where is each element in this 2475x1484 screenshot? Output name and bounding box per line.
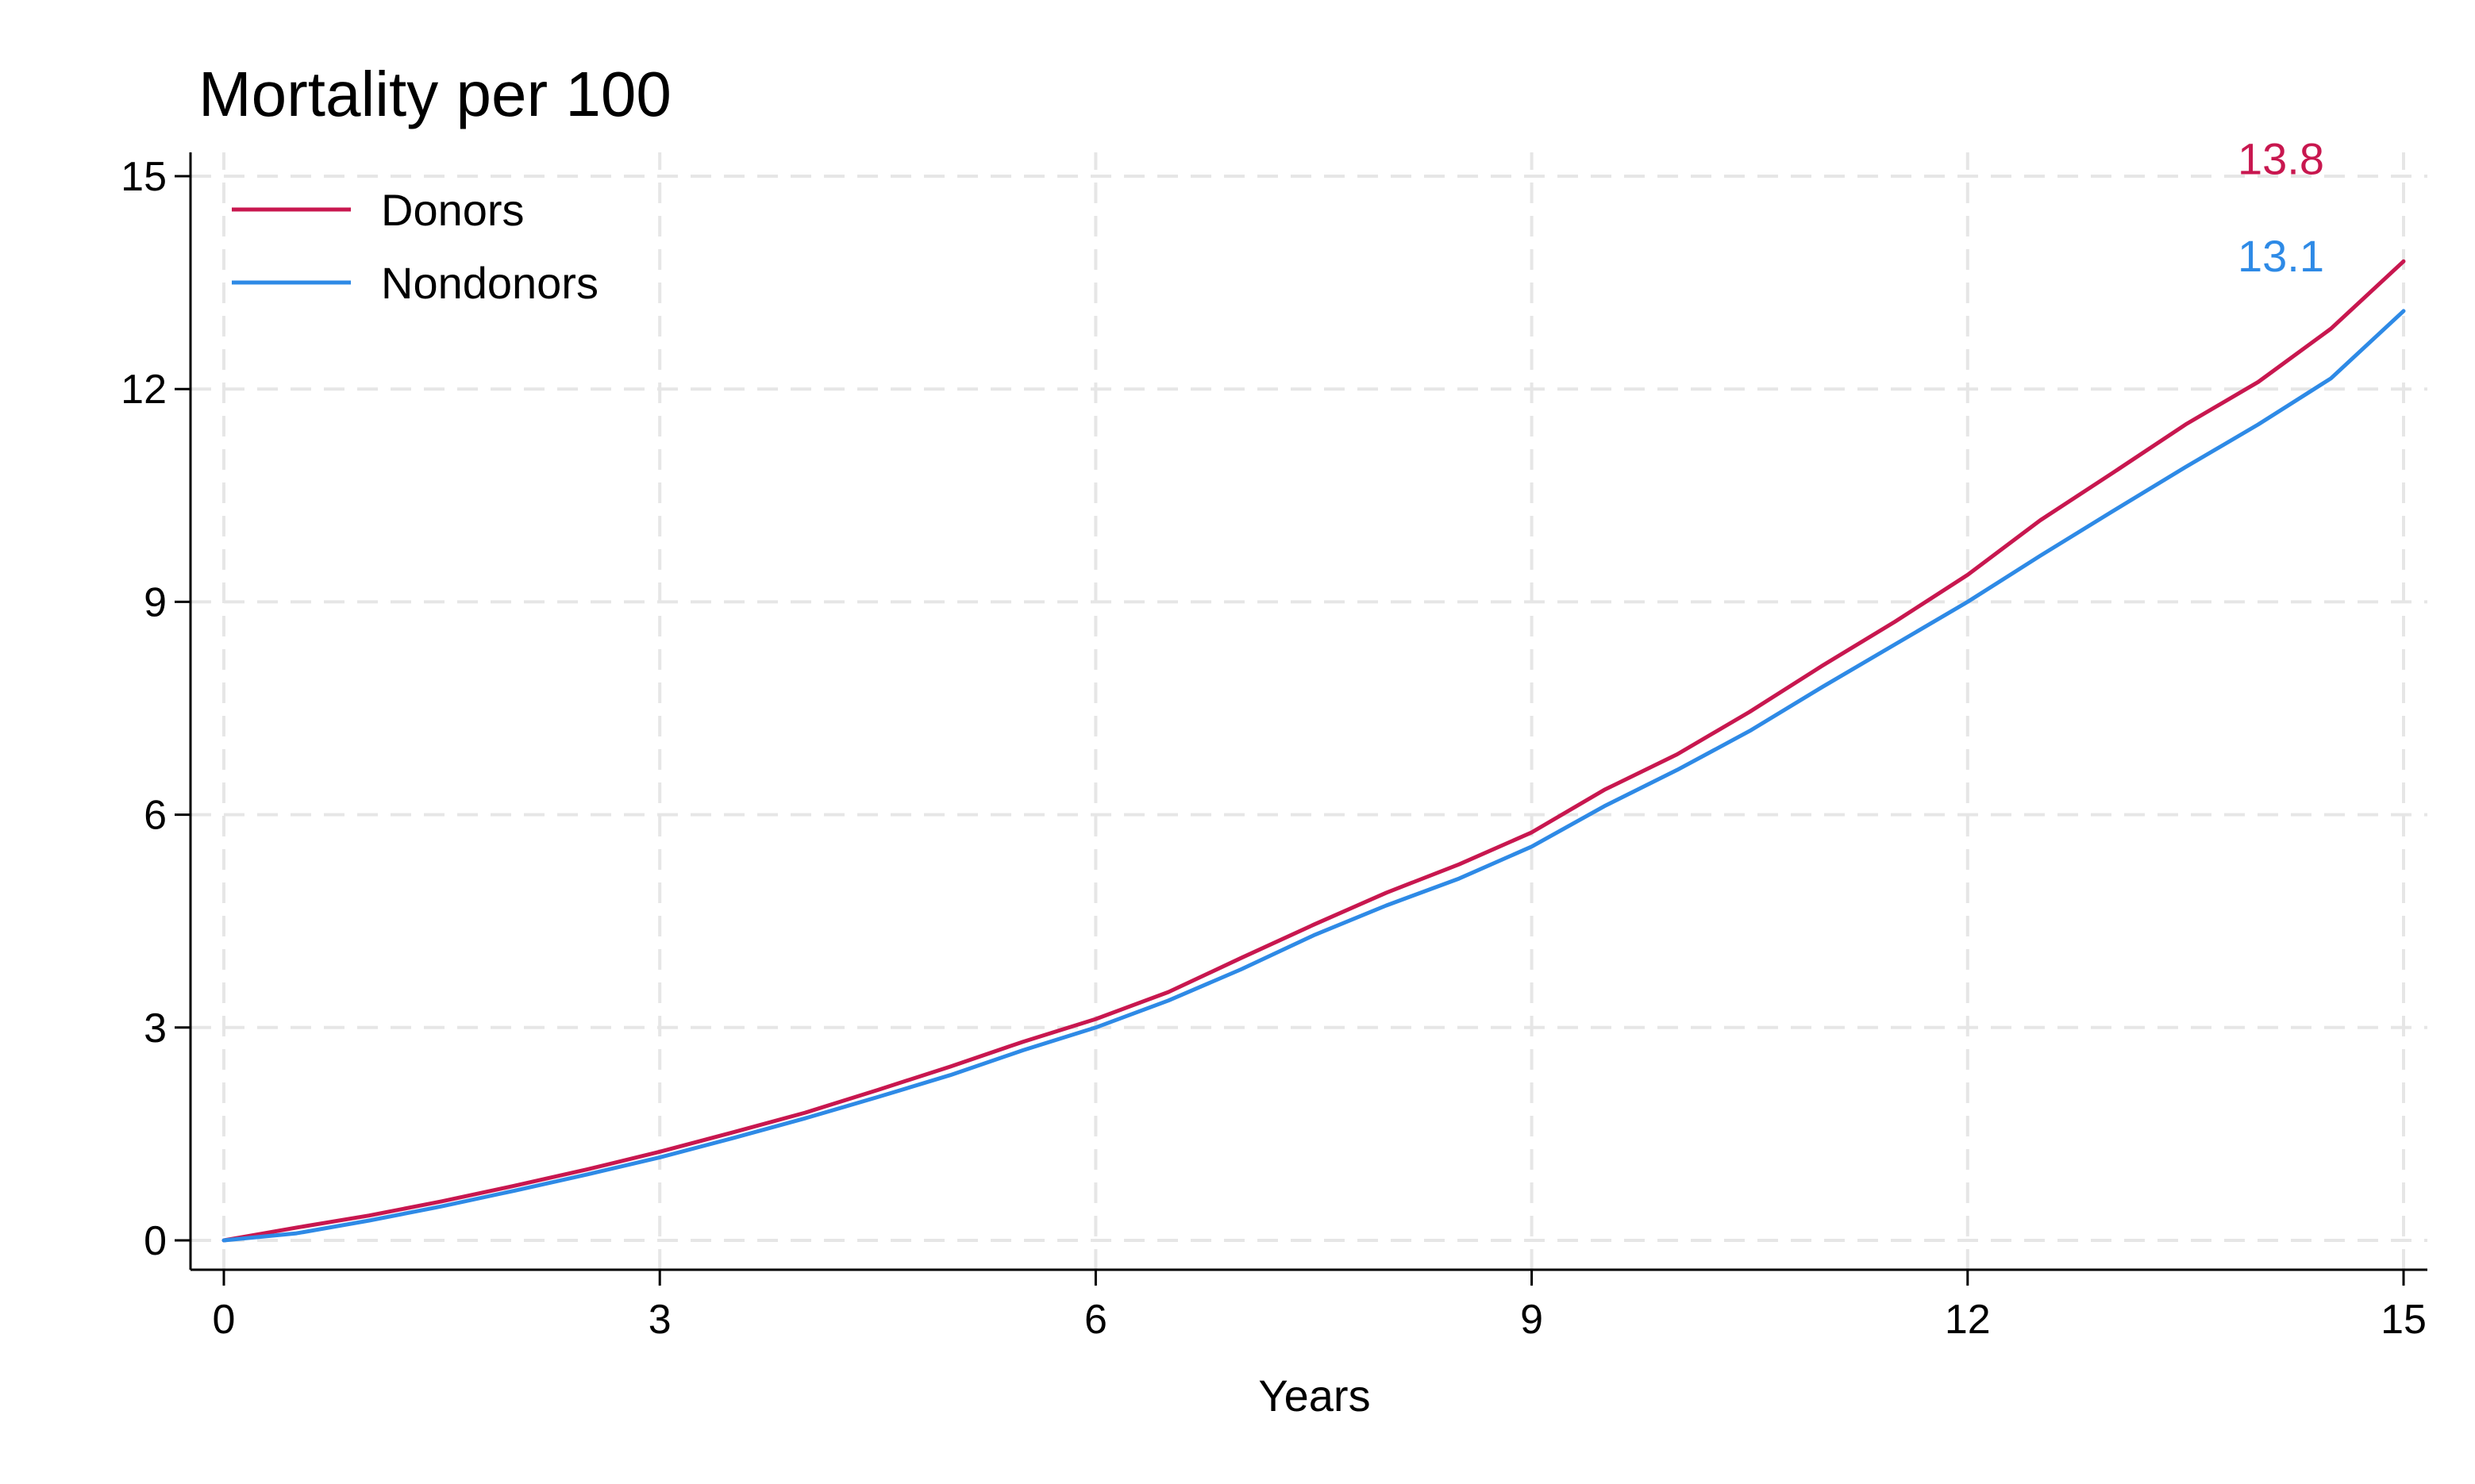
end-labels-layer: 13.8 13.1 (2238, 133, 2324, 281)
end-value-label: 13.8 (2238, 133, 2324, 183)
x-tick-label: 3 (649, 1297, 672, 1343)
legend-label: Nondonors (381, 258, 599, 308)
y-tick-label: 12 (121, 367, 167, 413)
y-tick-label: 6 (144, 793, 167, 839)
series-layer (221, 259, 2406, 1243)
chart-title: Mortality per 100 (198, 59, 672, 129)
y-tick-label: 0 (144, 1218, 167, 1264)
legend-label: Donors (381, 185, 525, 235)
x-axis-title: Years (1258, 1371, 1370, 1421)
y-tick-label: 9 (144, 579, 167, 625)
y-tick-label: 15 (121, 154, 167, 200)
end-value-label: 13.1 (2238, 231, 2324, 281)
axes-layer: 0 3 6 9 12 15 0 3 6 9 12 15 (121, 152, 2427, 1343)
x-tick-label: 6 (1084, 1297, 1107, 1343)
series-line-donors (221, 259, 2406, 1243)
y-tick-label: 3 (144, 1005, 167, 1051)
x-tick-label: 12 (1945, 1297, 1991, 1343)
series-line-nondonors (221, 309, 2406, 1243)
x-tick-label: 0 (213, 1297, 236, 1343)
x-tick-label: 9 (1520, 1297, 1543, 1343)
legend: Donors Nondonors (232, 185, 599, 308)
x-tick-label: 15 (2381, 1297, 2427, 1343)
grid-layer (191, 152, 2427, 1270)
